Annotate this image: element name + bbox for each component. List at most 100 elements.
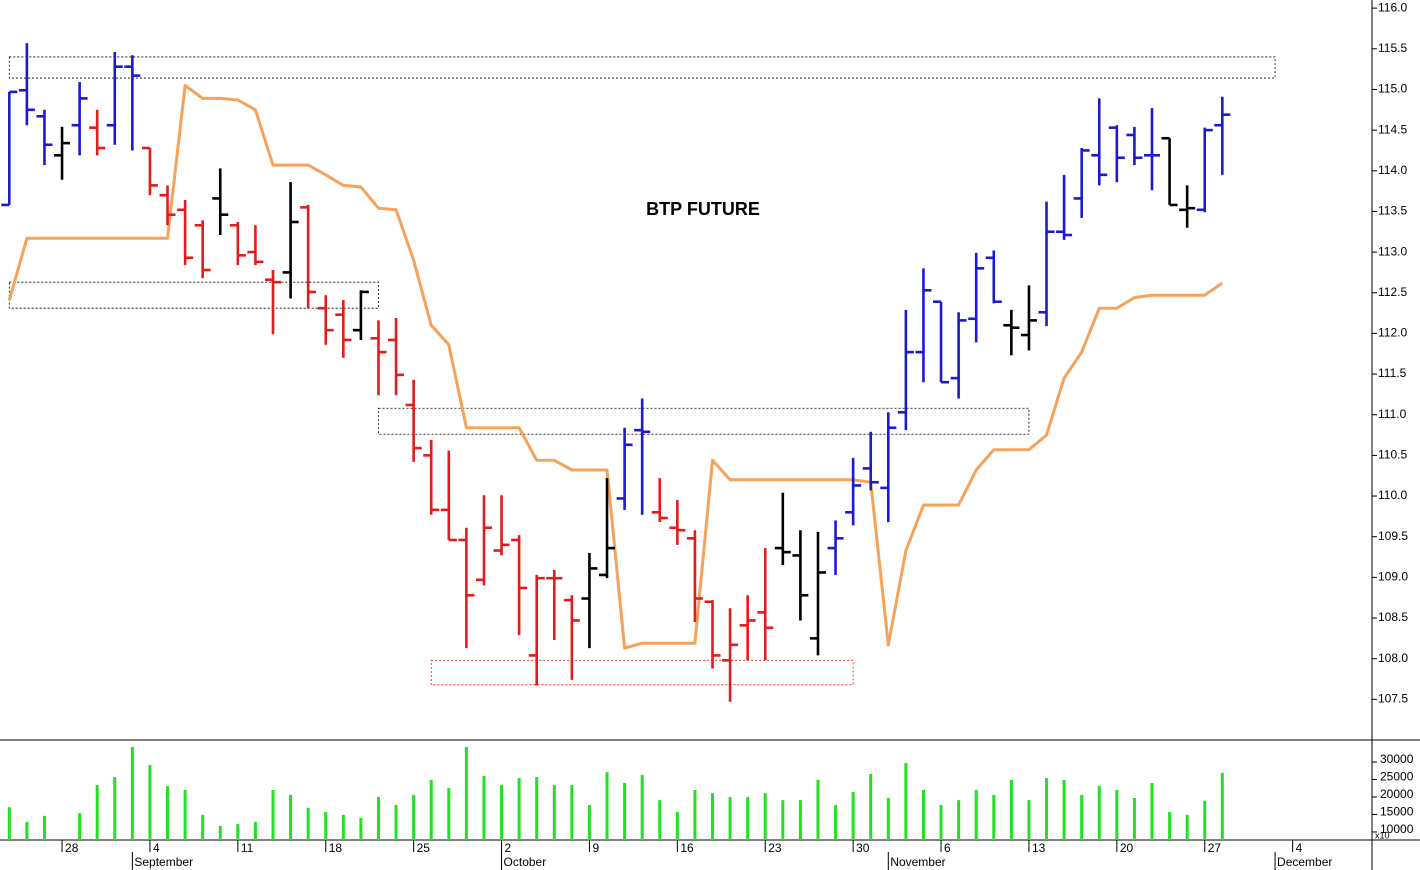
volume-bar [851,792,855,840]
volume-bar [957,800,961,840]
volume-bar [7,807,11,840]
volume-y-tick-label: 10000 [1380,822,1414,836]
volume-bar [921,790,925,840]
volume-bar [218,826,222,840]
x-tick-label: 13 [1032,841,1046,855]
volume-bar [658,800,662,840]
volume-bar [728,796,732,840]
volume-bar [201,814,205,840]
volume-bar [763,793,767,840]
month-label: October [504,855,547,869]
volume-bar [412,794,416,840]
volume-bar [1132,798,1136,840]
volume-unit-label: x10 [1375,830,1390,840]
volume-bar [1185,814,1189,840]
volume-bar [25,821,29,840]
y-tick-label: 108.0 [1378,651,1408,665]
y-tick-label: 115.0 [1378,82,1407,96]
volume-bar [306,807,310,840]
y-tick-label: 107.5 [1378,692,1408,706]
chart-title: BTP FUTURE [646,199,760,219]
volume-bar [1150,783,1154,840]
month-label: December [1277,855,1332,869]
y-tick-label: 109.0 [1378,570,1408,584]
volume-bar [570,785,574,840]
volume-bar [605,772,609,840]
volume-bar [482,776,486,840]
volume-bar [253,821,257,840]
y-tick-label: 112.5 [1378,285,1407,299]
y-tick-label: 111.5 [1378,366,1407,380]
volume-bar [904,763,908,840]
volume-bar [429,779,433,840]
volume-bar [183,790,187,840]
y-tick-label: 115.5 [1378,41,1407,55]
x-tick-label: 25 [417,841,431,855]
volume-bar [1203,800,1207,840]
x-tick-label: 6 [944,841,951,855]
volume-bar [798,800,802,840]
volume-bar [113,777,117,840]
y-tick-label: 111.0 [1378,407,1407,421]
month-label: November [890,855,945,869]
x-tick-label: 30 [856,841,870,855]
volume-bar [992,794,996,840]
volume-bar [464,746,468,840]
volume-bar [500,785,504,840]
volume-bar [394,805,398,840]
volume-bar [42,815,46,840]
volume-y-tick-label: 15000 [1380,805,1414,819]
y-tick-label: 113.5 [1378,204,1407,218]
volume-bar [886,798,890,840]
volume-bar [341,814,345,840]
zone [430,659,854,686]
volume-bar [236,823,240,840]
x-tick-label: 18 [329,841,343,855]
x-tick-label: 4 [1296,841,1303,855]
month-label: September [134,855,193,869]
volume-bar [1168,812,1172,840]
y-tick-label: 116.0 [1378,0,1407,14]
volume-bar [834,805,838,840]
volume-bar [816,779,820,840]
volume-bar [1220,772,1224,840]
volume-bar [869,773,873,840]
volume-bar [324,812,328,840]
y-tick-label: 114.0 [1378,163,1407,177]
volume-bar [1062,779,1066,840]
volume-y-tick-label: 20000 [1380,787,1414,801]
volume-bar [78,813,82,840]
y-tick-label: 110.0 [1378,488,1407,502]
volume-bar [939,805,943,840]
volume-bar [95,785,99,840]
indicator-line [7,83,1224,650]
x-tick-label: 16 [680,841,694,855]
volume-bar [535,777,539,840]
volume-bar [640,774,644,840]
volume-y-tick-label: 30000 [1380,752,1414,766]
volume-bar [711,793,714,840]
volume-bar [587,805,591,840]
volume-bar [675,812,679,840]
volume-bar [1045,778,1049,840]
volume-bar [781,800,785,840]
zone [378,407,1030,435]
volume-bar [1027,800,1031,840]
volume-bar [271,790,275,840]
volume-bar [148,765,152,840]
x-tick-label: 28 [65,841,79,855]
volume-bar [746,796,750,840]
volume-bar [1080,794,1084,840]
volume-bar [552,785,556,840]
y-tick-label: 113.0 [1378,244,1407,258]
volume-bar [447,787,451,840]
x-tick-label: 2 [505,841,512,855]
y-tick-label: 112.0 [1378,326,1407,340]
volume-bar [166,786,170,840]
volume-bar [974,790,978,840]
x-tick-label: 9 [592,841,599,855]
volume-bar [1009,779,1013,840]
